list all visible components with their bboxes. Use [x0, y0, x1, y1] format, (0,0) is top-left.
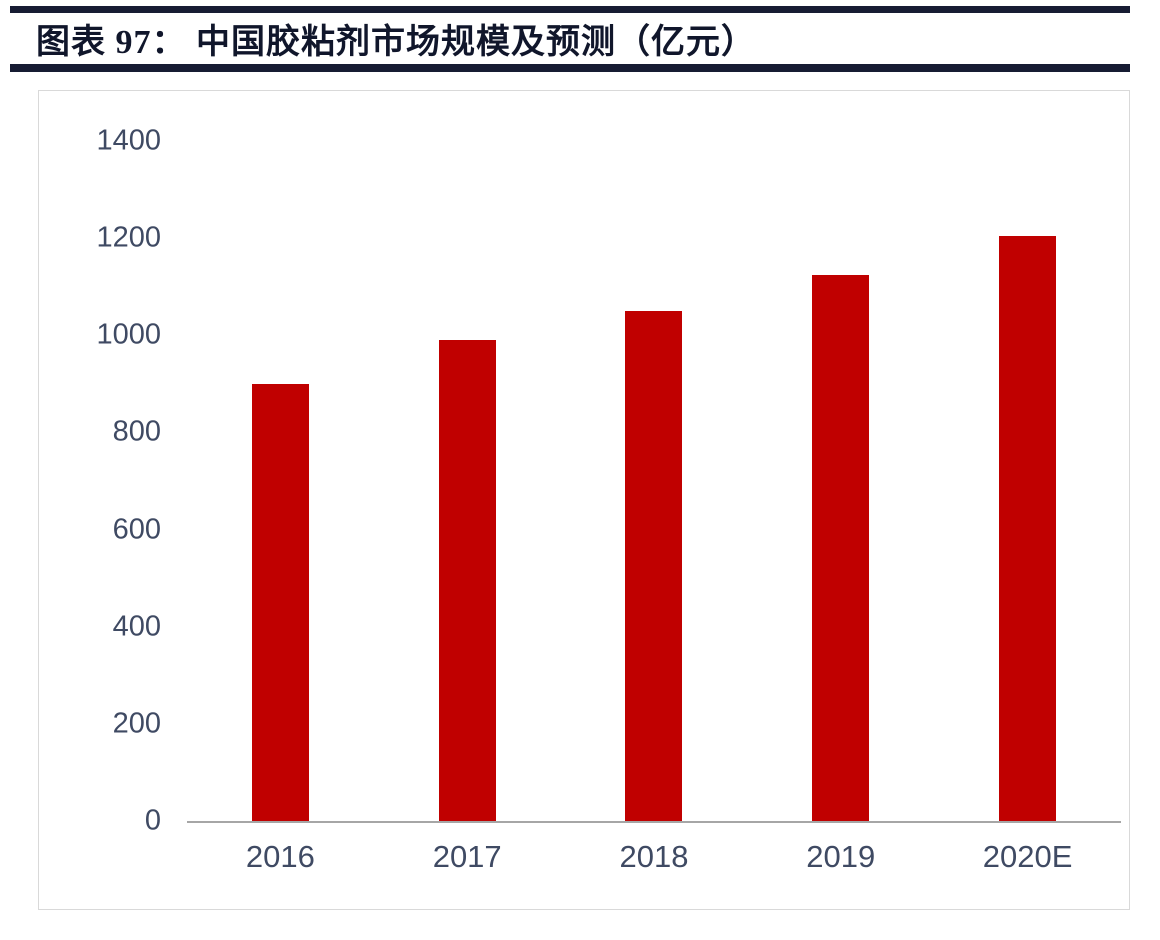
bar-slot — [374, 141, 561, 821]
x-axis-tick-label: 2018 — [619, 839, 689, 874]
y-axis-tick-label: 1400 — [96, 124, 161, 157]
plot-area: 2016 2017 2018 2019 2020E 0 200 400 600 800 1000 1… — [96, 125, 1121, 874]
chart-frame: 2016 2017 2018 2019 2020E 0 200 400 600 800 1000 1… — [38, 90, 1130, 910]
bar-2017 — [438, 340, 496, 821]
bar-slot — [747, 141, 934, 821]
bar-2016 — [251, 383, 309, 821]
bar-2018 — [625, 311, 683, 821]
y-axis-tick-label: 1200 — [96, 221, 161, 254]
y-axis-tick-label: 0 — [144, 804, 161, 837]
x-axis-tick-label: 2020E — [982, 839, 1073, 874]
title-top-rule — [10, 6, 1130, 13]
bar-2020E — [999, 235, 1057, 821]
bar-slot — [561, 141, 748, 821]
bar-2019 — [812, 274, 870, 821]
y-axis-tick-label: 200 — [112, 707, 161, 740]
x-axis-tick-label: 2019 — [806, 839, 876, 874]
page-title: 图表 97： 中国胶粘剂市场规模及预测（亿元） — [36, 24, 756, 61]
x-axis-labels: 2016 2017 2018 2019 2020E — [187, 839, 1121, 875]
y-axis-tick-label: 600 — [112, 513, 161, 546]
x-axis-tick-label: 2017 — [432, 839, 502, 874]
x-axis-tick-label: 2016 — [245, 839, 315, 874]
y-axis-tick-label: 400 — [112, 610, 161, 643]
y-axis-tick-label: 1000 — [96, 318, 161, 351]
bar-slot — [187, 141, 374, 821]
bar-slot — [934, 141, 1121, 821]
title-bottom-rule — [10, 64, 1130, 72]
y-axis-tick-label: 800 — [112, 415, 161, 448]
bars — [187, 141, 1121, 821]
